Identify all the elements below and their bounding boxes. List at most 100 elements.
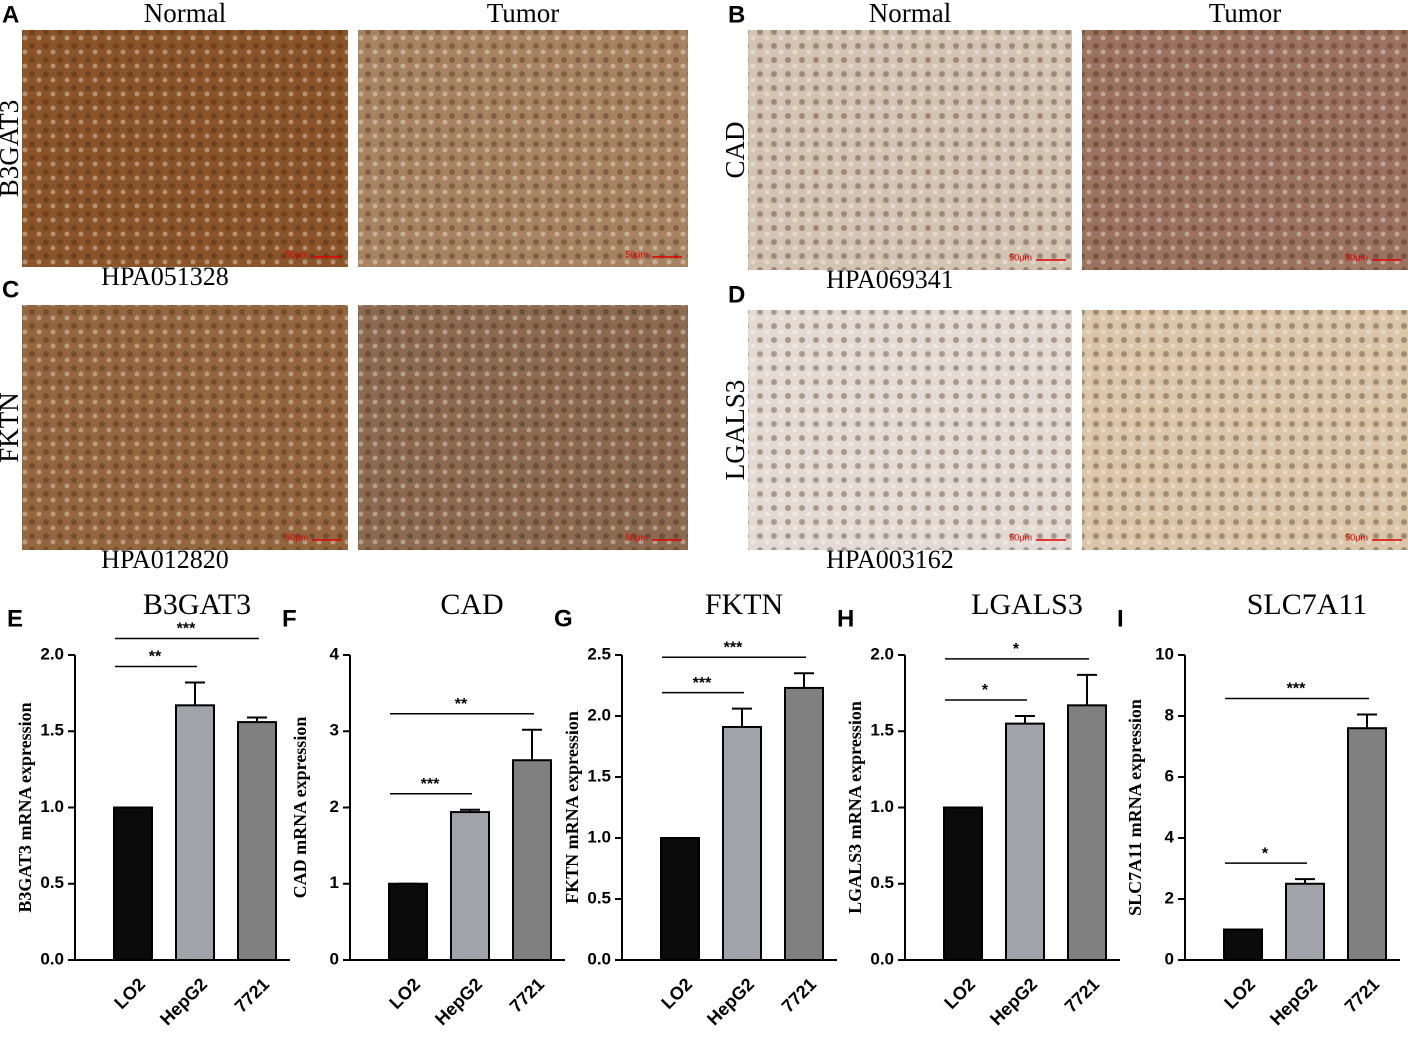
y-tick-label: 0	[330, 949, 339, 968]
significance-label: *	[982, 682, 989, 699]
panel-letter: G	[554, 605, 573, 632]
y-axis-label: CAD mRNA expression	[290, 717, 310, 899]
ihc-texture	[22, 305, 348, 550]
y-tick-label: 2.0	[587, 705, 611, 724]
significance-label: **	[149, 649, 162, 666]
x-tick-label: HepG2	[986, 974, 1041, 1029]
y-tick-label: 0.5	[40, 873, 64, 892]
x-tick-label: LO2	[940, 974, 979, 1013]
x-tick-label: HepG2	[431, 974, 486, 1029]
antibody-label: HPA003162	[826, 545, 954, 574]
scale-bar-label: 50μm	[625, 532, 648, 542]
ihc-texture	[22, 30, 348, 267]
y-tick-label: 2.0	[870, 644, 894, 663]
ihc-texture	[748, 30, 1072, 270]
chart-title: SLC7A11	[1247, 588, 1368, 621]
significance-label: **	[455, 696, 468, 713]
antibody-label: HPA069341	[826, 265, 954, 294]
panel-letter: I	[1117, 605, 1124, 632]
y-tick-label: 1.5	[587, 766, 611, 785]
gene-label: B3GAT3	[0, 100, 24, 198]
y-tick-label: 0.0	[587, 949, 611, 968]
x-tick-label: LO2	[110, 974, 149, 1013]
column-header: Tumor	[1209, 0, 1282, 28]
y-axis-label: LGALS3 mRNA expression	[845, 701, 865, 914]
significance-label: *	[1262, 845, 1269, 862]
panel-letter: B	[728, 1, 745, 28]
bar	[450, 811, 490, 962]
gene-label: LGALS3	[720, 380, 750, 481]
bar	[1347, 727, 1387, 962]
y-tick-label: 2	[330, 797, 339, 816]
y-tick-label: 4	[1165, 827, 1175, 846]
bar	[784, 686, 824, 961]
y-tick-label: 1.0	[40, 797, 64, 816]
y-axis-label: B3GAT3 mRNA expression	[15, 702, 35, 912]
x-tick-label: 7721	[1061, 974, 1103, 1016]
significance-label: ***	[1287, 681, 1306, 698]
bar	[512, 759, 552, 961]
bar	[237, 721, 277, 961]
y-tick-label: 2.5	[587, 644, 611, 663]
ihc-texture	[358, 30, 688, 267]
y-tick-label: 3	[330, 721, 339, 740]
bar	[1005, 722, 1045, 961]
bar	[722, 725, 762, 961]
y-tick-label: 0.0	[870, 949, 894, 968]
antibody-label: HPA051328	[101, 262, 229, 291]
bar	[175, 704, 215, 962]
bar	[1067, 704, 1107, 962]
scale-bar-label: 50μm	[1009, 252, 1032, 262]
ihc-texture	[1082, 30, 1408, 270]
chart-title: CAD	[440, 588, 503, 621]
x-tick-label: 7721	[231, 974, 273, 1016]
y-tick-label: 0.5	[587, 888, 611, 907]
y-tick-label: 1	[330, 873, 339, 892]
significance-label: ***	[693, 675, 712, 692]
x-tick-label: 7721	[778, 974, 820, 1016]
y-tick-label: 1.0	[870, 797, 894, 816]
y-tick-label: 4	[330, 644, 340, 663]
bar	[388, 882, 428, 961]
ihc-texture	[748, 310, 1072, 550]
gene-label: CAD	[720, 121, 750, 178]
y-tick-label: 1.5	[40, 721, 64, 740]
scale-bar-label: 50μm	[625, 249, 648, 259]
x-tick-label: HepG2	[1266, 974, 1321, 1029]
ihc-texture	[358, 305, 688, 550]
column-header: Normal	[869, 0, 951, 28]
panel-letter: C	[2, 276, 19, 303]
y-tick-label: 0.5	[870, 873, 894, 892]
antibody-label: HPA012820	[101, 545, 229, 574]
bar	[1223, 928, 1263, 961]
x-tick-label: LO2	[1220, 974, 1259, 1013]
y-tick-label: 0	[1165, 949, 1174, 968]
panel-letter: H	[837, 605, 854, 632]
bar	[943, 806, 983, 961]
scale-bar-label: 50μm	[285, 532, 308, 542]
scale-bar-label: 50μm	[1345, 252, 1368, 262]
scale-bar-label: 50μm	[1009, 532, 1032, 542]
y-tick-label: 10	[1155, 644, 1174, 663]
panel-letter: F	[282, 605, 297, 632]
y-tick-label: 0.0	[40, 949, 64, 968]
y-axis-label: FKTN mRNA expression	[562, 711, 582, 904]
scale-bar-label: 50μm	[285, 249, 308, 259]
panel-letter: E	[7, 605, 23, 632]
ihc-texture	[1082, 310, 1408, 550]
chart-title: LGALS3	[971, 588, 1083, 621]
column-header: Normal	[144, 0, 226, 28]
y-tick-label: 8	[1165, 705, 1174, 724]
y-tick-label: 2.0	[40, 644, 64, 663]
significance-label: ***	[177, 621, 196, 638]
scale-bar-label: 50μm	[1345, 532, 1368, 542]
significance-label: ***	[421, 776, 440, 793]
x-tick-label: LO2	[385, 974, 424, 1013]
x-tick-label: HepG2	[156, 974, 211, 1029]
bar	[660, 837, 700, 961]
panel-letter: D	[728, 281, 745, 308]
significance-label: *	[1013, 641, 1020, 658]
y-axis-label: SLC7A11 mRNA expression	[1125, 699, 1145, 916]
chart-title: B3GAT3	[143, 588, 251, 621]
x-tick-label: LO2	[657, 974, 696, 1013]
